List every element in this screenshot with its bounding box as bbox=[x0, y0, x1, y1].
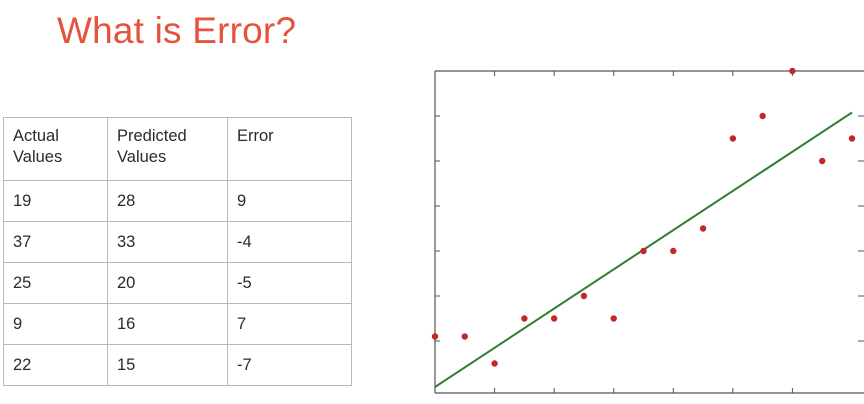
table-row: 22 15 -7 bbox=[3, 344, 352, 386]
table-row: 37 33 -4 bbox=[3, 221, 352, 263]
data-point bbox=[670, 247, 677, 255]
data-point bbox=[699, 225, 707, 232]
header-predicted-line1: Predicted bbox=[117, 127, 187, 145]
slide-title: What is Error? bbox=[57, 10, 297, 51]
header-actual-line1: Actual bbox=[13, 127, 59, 145]
header-actual-line2: Values bbox=[13, 148, 63, 166]
table-row: 9 16 7 bbox=[3, 303, 352, 345]
cell-error: -7 bbox=[227, 344, 352, 386]
cell-predicted: 28 bbox=[107, 180, 228, 222]
cell-error: 7 bbox=[227, 303, 352, 345]
header-error: Error bbox=[227, 117, 352, 181]
header-predicted-line2: Values bbox=[117, 148, 167, 166]
cell-actual: 37 bbox=[3, 221, 108, 263]
cell-predicted: 20 bbox=[107, 262, 228, 304]
data-point bbox=[491, 360, 498, 367]
data-point bbox=[550, 315, 558, 322]
cell-error: -5 bbox=[227, 262, 352, 304]
cell-actual: 9 bbox=[3, 303, 108, 345]
error-table: Actual Values Predicted Values Error 19 … bbox=[3, 117, 352, 386]
cell-predicted: 16 bbox=[107, 303, 228, 345]
cell-actual: 22 bbox=[3, 344, 108, 386]
cell-actual: 19 bbox=[3, 180, 108, 222]
table-row: 19 28 9 bbox=[3, 180, 352, 222]
data-point bbox=[431, 333, 439, 340]
data-point bbox=[610, 315, 617, 322]
table-row: 25 20 -5 bbox=[3, 262, 352, 304]
header-actual-values: Actual Values bbox=[3, 117, 108, 181]
cell-predicted: 15 bbox=[107, 344, 228, 386]
data-point bbox=[789, 67, 796, 75]
data-point bbox=[819, 157, 826, 165]
header-error-line1: Error bbox=[237, 127, 274, 145]
data-point bbox=[461, 333, 468, 340]
data-point bbox=[729, 135, 737, 142]
table-header-row: Actual Values Predicted Values Error bbox=[3, 117, 352, 181]
data-point bbox=[521, 315, 528, 322]
cell-error: 9 bbox=[227, 180, 352, 222]
data-point bbox=[580, 292, 588, 300]
data-point bbox=[640, 247, 647, 255]
data-point bbox=[848, 135, 856, 142]
data-point bbox=[759, 112, 766, 120]
